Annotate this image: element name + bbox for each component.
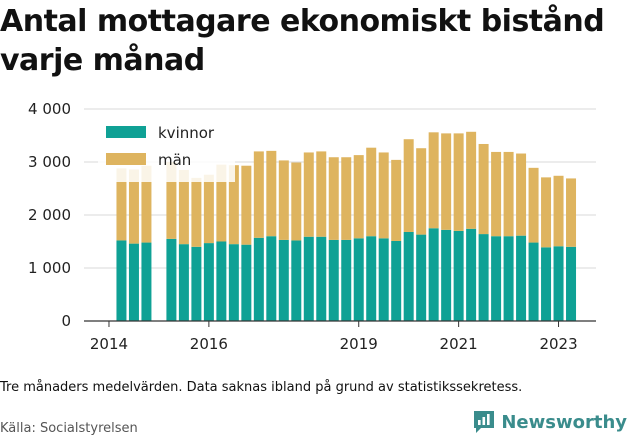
bar-kvinnor — [141, 242, 152, 321]
bar-man — [291, 162, 302, 241]
bar-man — [116, 168, 127, 241]
bar-man — [316, 151, 327, 237]
bar-kvinnor — [441, 229, 452, 321]
bar-kvinnor — [253, 237, 264, 321]
bar-man — [403, 139, 414, 232]
y-axis: 0 1 000 2 000 3 000 4 000 — [28, 100, 71, 330]
bar-kvinnor — [391, 240, 402, 321]
y-tick-label: 1 000 — [28, 259, 71, 277]
series-man — [116, 131, 577, 248]
brand-name: Newsworthy — [501, 411, 627, 433]
legend-swatch-man — [106, 153, 146, 165]
bar-kvinnor — [478, 234, 489, 321]
x-tick-label: 2016 — [190, 335, 228, 353]
y-tick-label: 0 — [61, 312, 71, 330]
bar-man — [341, 157, 352, 240]
bar-kvinnor — [566, 246, 577, 321]
bar-man — [328, 157, 339, 240]
bar-man — [553, 175, 564, 247]
bar-kvinnor — [116, 240, 127, 321]
bar-kvinnor — [503, 236, 514, 321]
bar-man — [416, 148, 427, 235]
bar-kvinnor — [303, 236, 314, 321]
bar-kvinnor — [403, 231, 414, 321]
legend-label-man: män — [158, 151, 191, 169]
bar-man — [503, 151, 514, 237]
bar-man — [141, 165, 152, 243]
bar-man — [216, 164, 227, 242]
chart-caption: Tre månaders medelvärden. Data saknas ib… — [0, 380, 523, 395]
bar-man — [528, 167, 539, 243]
bar-kvinnor — [316, 236, 327, 321]
bar-kvinnor — [128, 243, 139, 321]
bar-man — [428, 132, 439, 229]
bar-man — [516, 153, 527, 236]
bar-kvinnor — [516, 235, 527, 321]
bar-kvinnor — [453, 230, 464, 321]
bar-man — [491, 151, 502, 237]
bar-man — [241, 165, 252, 245]
bar-man — [266, 150, 277, 237]
y-tick-label: 4 000 — [28, 100, 71, 118]
newsworthy-logo-icon — [474, 411, 495, 433]
bar-kvinnor — [166, 238, 177, 321]
bar-man — [466, 131, 477, 229]
bar-kvinnor — [291, 240, 302, 321]
bar-man — [566, 178, 577, 247]
bar-kvinnor — [491, 236, 502, 321]
bar-man — [128, 169, 139, 244]
bar-kvinnor — [353, 238, 364, 321]
bar-kvinnor — [428, 228, 439, 321]
bar-man — [441, 133, 452, 230]
bar-kvinnor — [328, 239, 339, 321]
x-tick-label: 2019 — [340, 335, 378, 353]
bar-kvinnor — [378, 238, 389, 321]
legend-swatch-kvinnor — [106, 126, 146, 138]
x-tick-label: 2021 — [440, 335, 478, 353]
bar-kvinnor — [553, 246, 564, 321]
bar-kvinnor — [178, 244, 189, 321]
x-tick-label: 2014 — [90, 335, 128, 353]
x-axis: 2014 2016 2019 2021 2023 — [84, 320, 596, 353]
bar-kvinnor — [203, 243, 214, 321]
bar-kvinnor — [528, 242, 539, 321]
bar-man — [378, 152, 389, 239]
bar-man — [303, 152, 314, 237]
bar-kvinnor — [466, 228, 477, 321]
bar-man — [203, 174, 214, 244]
bar-kvinnor — [341, 239, 352, 321]
bar-man — [366, 147, 377, 237]
legend-label-kvinnor: kvinnor — [158, 124, 215, 142]
bar-man — [253, 151, 264, 238]
x-tick-label: 2023 — [539, 335, 577, 353]
y-tick-label: 2 000 — [28, 206, 71, 224]
chart-title: Antal mottagare ekonomiskt bistånd varje… — [0, 4, 605, 78]
bar-man — [353, 155, 364, 239]
bar-kvinnor — [228, 244, 239, 321]
bar-kvinnor — [416, 234, 427, 321]
bar-man — [391, 159, 402, 241]
brand-logo: Newsworthy — [472, 407, 627, 437]
bar-man — [278, 160, 289, 240]
bar-man — [191, 177, 202, 247]
bar-kvinnor — [278, 239, 289, 321]
bar-man — [166, 162, 177, 239]
bar-man — [541, 177, 552, 248]
bar-kvinnor — [266, 236, 277, 321]
bar-kvinnor — [216, 241, 227, 321]
y-tick-label: 3 000 — [28, 153, 71, 171]
bar-man — [453, 133, 464, 231]
bar-kvinnor — [541, 247, 552, 321]
bar-man — [478, 143, 489, 235]
bar-kvinnor — [241, 244, 252, 321]
bar-man — [228, 165, 239, 245]
legend: kvinnor män — [98, 120, 235, 182]
bar-man — [178, 169, 189, 245]
source-note: Källa: Socialstyrelsen — [0, 421, 138, 436]
bar-kvinnor — [191, 246, 202, 321]
bar-kvinnor — [366, 236, 377, 321]
series-kvinnor — [116, 228, 577, 321]
